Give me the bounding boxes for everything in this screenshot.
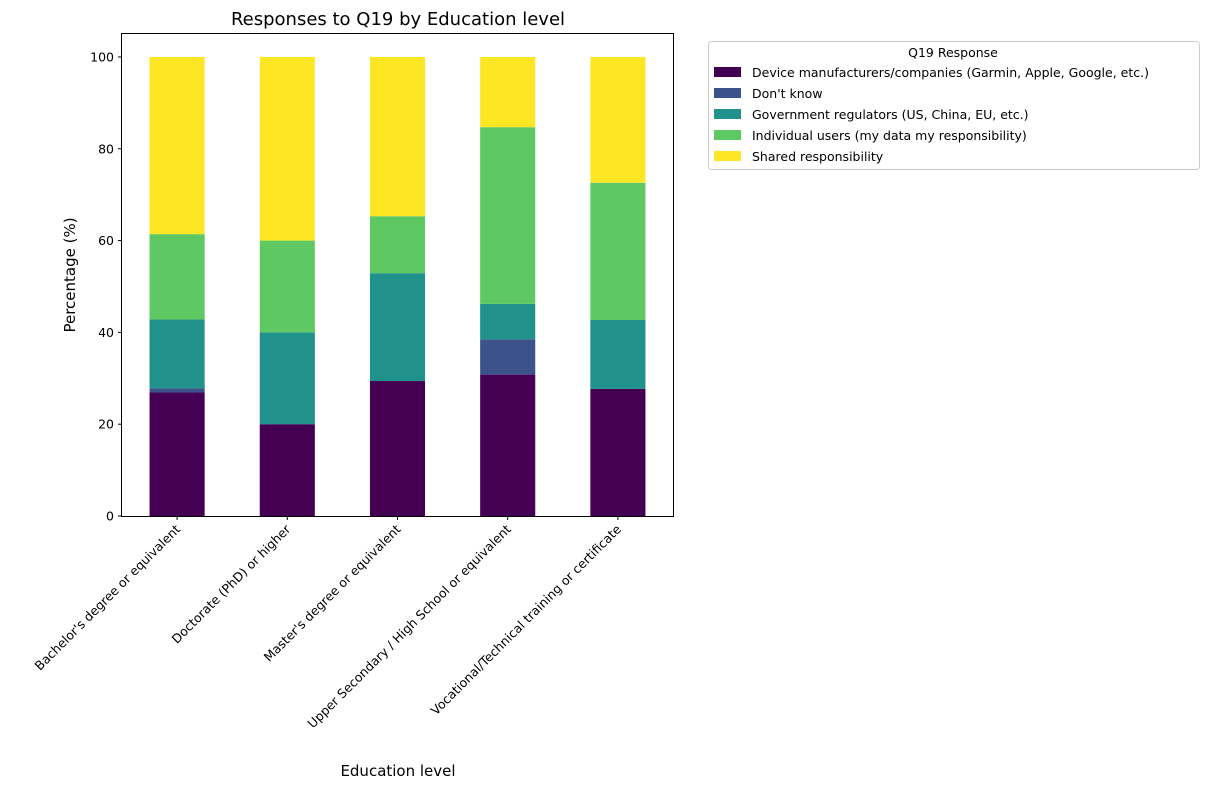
- legend: Q19 Response Device manufacturers/compan…: [708, 41, 1200, 170]
- bar-segment: [369, 216, 426, 274]
- y-tick-label: 20: [98, 417, 114, 432]
- bar-segment: [480, 56, 536, 128]
- bar-segment: [149, 234, 205, 320]
- legend-label: Individual users (my data my responsibil…: [752, 128, 1027, 143]
- bar-segment: [259, 424, 315, 516]
- y-tick-label: 80: [98, 141, 114, 156]
- y-tick-label: 100: [90, 49, 114, 64]
- bar-segment: [149, 319, 205, 389]
- x-tick-label: Bachelor's degree or equivalent: [32, 521, 184, 673]
- bars-group: [149, 56, 646, 516]
- x-tick-label: Doctorate (PhD) or higher: [168, 521, 294, 647]
- y-tick-label: 60: [98, 233, 114, 248]
- x-axis-title: Education level: [340, 762, 455, 780]
- legend-label: Don't know: [752, 86, 823, 101]
- legend-swatch: [714, 88, 741, 98]
- y-tick-label: 40: [98, 325, 114, 340]
- bar-segment: [590, 56, 646, 183]
- legend-swatch: [714, 67, 741, 77]
- bar-segment: [590, 388, 646, 516]
- legend-label: Shared responsibility: [752, 149, 884, 164]
- legend-swatch: [714, 130, 741, 140]
- y-tick-label: 0: [106, 509, 114, 524]
- y-axis: 0 20 40 60 80 100: [90, 49, 122, 524]
- bar-segment: [480, 303, 536, 340]
- bar-segment: [590, 182, 646, 320]
- bar-segment: [480, 374, 536, 516]
- bar-segment: [480, 339, 536, 375]
- chart-title: Responses to Q19 by Education level: [231, 9, 565, 30]
- bar-segment: [259, 332, 315, 425]
- legend-label: Device manufacturers/companies (Garmin, …: [752, 65, 1149, 80]
- x-axis: Bachelor's degree or equivalentDoctorate…: [32, 516, 625, 731]
- bar-segment: [149, 392, 205, 516]
- legend-label: Government regulators (US, China, EU, et…: [752, 107, 1029, 122]
- legend-items: Device manufacturers/companies (Garmin, …: [714, 65, 1149, 164]
- x-tick-label: Upper Secondary / High School or equival…: [304, 521, 513, 730]
- bar-segment: [369, 381, 426, 516]
- y-axis-title: Percentage (%): [61, 217, 79, 332]
- bar-segment: [149, 56, 205, 235]
- x-tick-label: Vocational/Technical training or certifi…: [428, 521, 625, 718]
- legend-swatch: [714, 151, 741, 161]
- bar-segment: [590, 319, 646, 389]
- bar-segment: [259, 56, 315, 241]
- bar-segment: [259, 240, 315, 333]
- bar-segment: [369, 273, 426, 382]
- bar-segment: [369, 56, 426, 217]
- bar-segment: [480, 127, 536, 304]
- bar-segment: [149, 388, 205, 393]
- legend-swatch: [714, 109, 741, 119]
- legend-frame: [708, 41, 1200, 170]
- plot-frame: [121, 33, 674, 517]
- legend-title: Q19 Response: [908, 45, 998, 60]
